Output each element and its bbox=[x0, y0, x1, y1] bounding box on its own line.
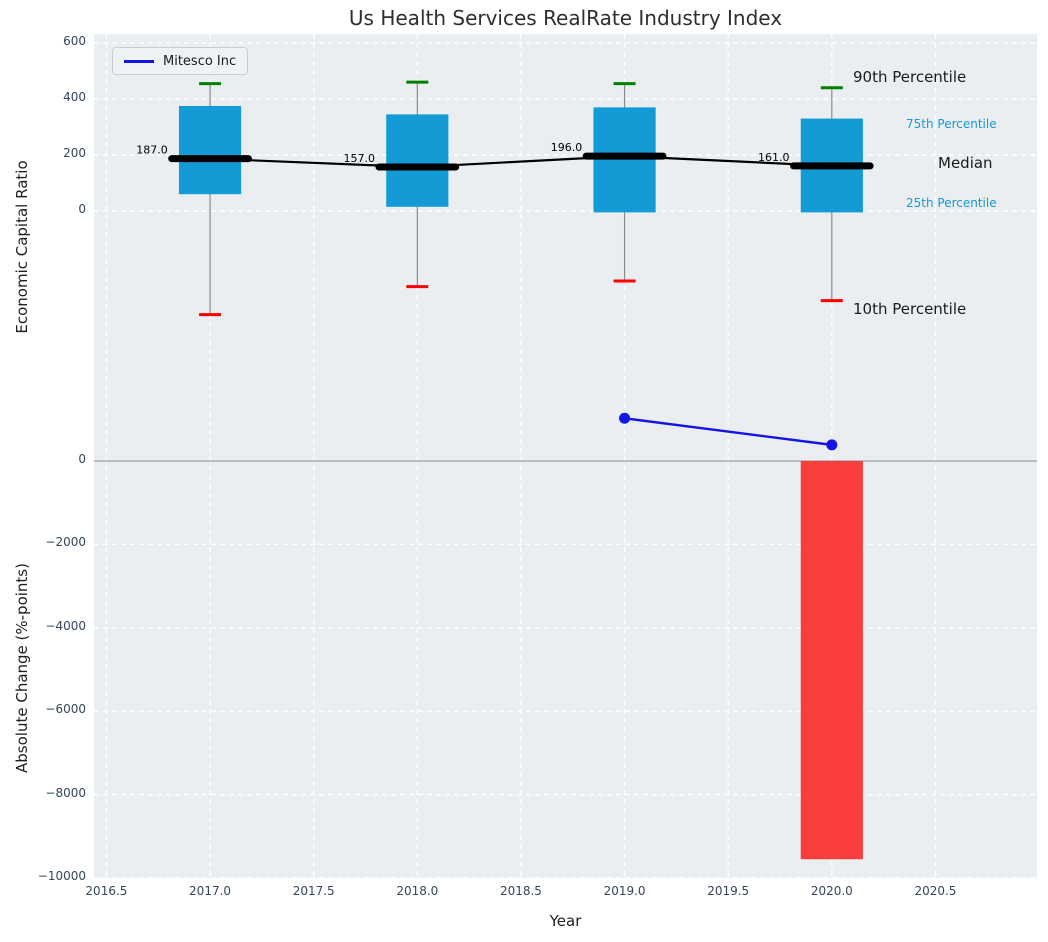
y-tick-label-top: 600 bbox=[63, 33, 86, 48]
x-tick-label: 2019.0 bbox=[603, 884, 646, 898]
change-bar-2020 bbox=[800, 461, 863, 860]
series-line bbox=[624, 417, 832, 447]
y-axis-label-top: Economic Capital Ratio bbox=[13, 160, 31, 334]
median-value-label-2019: 196.0 bbox=[551, 141, 583, 154]
y-tick-label-top: 400 bbox=[63, 89, 86, 104]
y-axis-label-bottom: Absolute Change (%-points) bbox=[13, 563, 31, 773]
median-value-label-2017: 187.0 bbox=[136, 144, 168, 157]
x-tick-label: 2016.5 bbox=[85, 884, 128, 898]
x-tick-label: 2017.0 bbox=[189, 884, 232, 898]
series-marker-2019 bbox=[619, 412, 631, 424]
series-marker-2020 bbox=[826, 439, 838, 451]
x-tick-label: 2018.5 bbox=[499, 884, 542, 898]
median-value-label-2018: 157.0 bbox=[343, 152, 375, 165]
iqr-box-2017 bbox=[178, 105, 242, 195]
y-tick-label-top: 200 bbox=[63, 145, 86, 160]
x-axis-label: Year bbox=[549, 912, 582, 930]
x-tick-label: 2019.5 bbox=[707, 884, 750, 898]
median-trend-line bbox=[210, 155, 832, 169]
y-tick-label-top: 0 bbox=[78, 202, 86, 216]
x-tick-label: 2020.5 bbox=[914, 884, 957, 898]
y-tick-label-bottom: −8000 bbox=[45, 785, 86, 800]
median-value-label-2020: 161.0 bbox=[758, 151, 790, 164]
x-tick-label: 2020.0 bbox=[810, 884, 853, 898]
y-tick-label-bottom: −2000 bbox=[45, 535, 86, 550]
annotation-25th-percentile: 25th Percentile bbox=[906, 196, 997, 210]
legend-label: Mitesco Inc bbox=[163, 53, 237, 69]
iqr-box-2018 bbox=[386, 114, 449, 207]
y-tick-label-bottom: −10000 bbox=[37, 869, 86, 883]
x-tick-label: 2017.5 bbox=[292, 884, 335, 898]
legend: Mitesco Inc bbox=[112, 47, 249, 75]
iqr-box-2019 bbox=[593, 107, 656, 213]
x-tick-label: 2018.0 bbox=[396, 884, 439, 898]
annotation-median: Median bbox=[938, 154, 993, 172]
y-tick-label-bottom: −4000 bbox=[45, 618, 86, 633]
plot-area: 187.0 157.0 196.0 161.0 bbox=[94, 34, 1037, 879]
chart-title: Us Health Services RealRate Industry Ind… bbox=[348, 6, 783, 30]
annotation-10th-percentile: 10th Percentile bbox=[853, 300, 967, 318]
y-tick-label-bottom: 0 bbox=[78, 452, 86, 466]
chart-svg: 187.0 157.0 196.0 161.0 bbox=[94, 34, 1037, 879]
annotation-75th-percentile: 75th Percentile bbox=[906, 117, 997, 131]
legend-line-swatch bbox=[124, 59, 154, 63]
annotation-90th-percentile: 90th Percentile bbox=[853, 68, 967, 86]
y-tick-label-bottom: −6000 bbox=[45, 702, 86, 717]
